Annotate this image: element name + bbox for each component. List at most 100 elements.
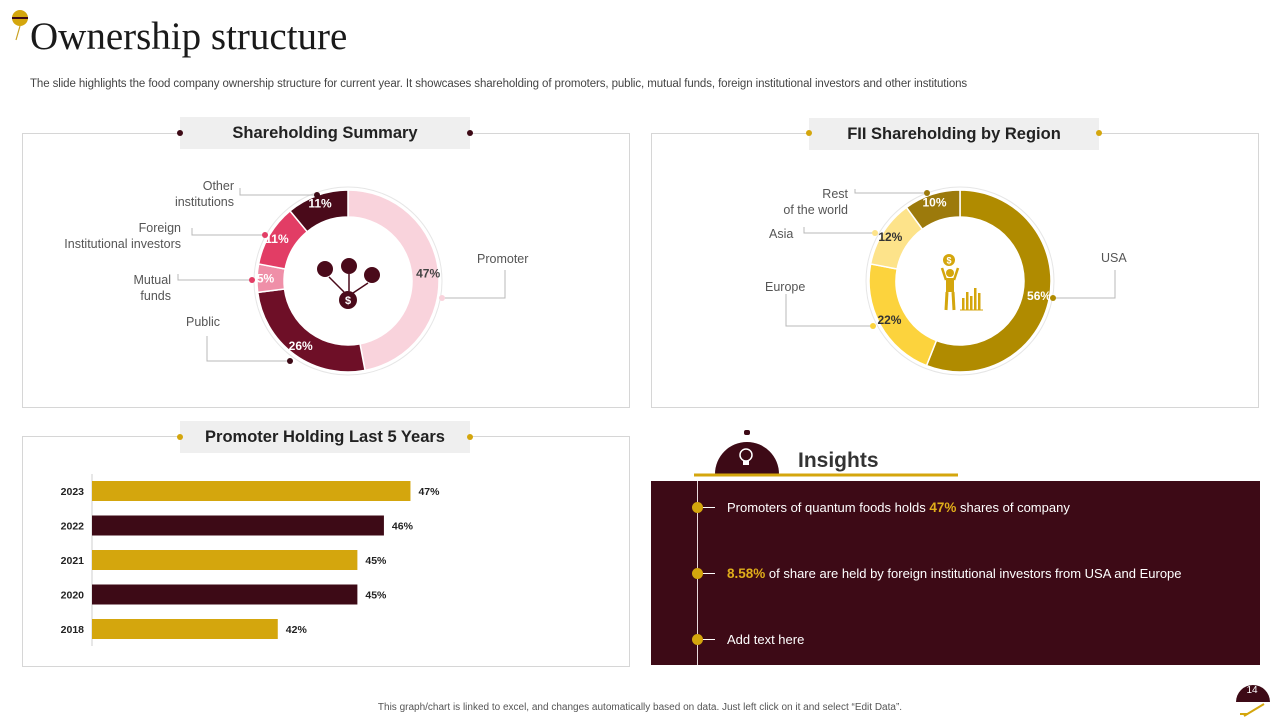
bar-2022 [92, 515, 384, 536]
shareholding-header: Shareholding Summary [180, 117, 470, 149]
logo-icon [12, 10, 28, 41]
bar-value-label: 42% [286, 624, 308, 636]
label-rest-line2: of the world [783, 203, 848, 217]
bar-2021 [92, 550, 358, 570]
bar-value-label: 46% [392, 521, 414, 533]
bar-year-label: 2022 [61, 521, 85, 533]
bar-2020 [92, 584, 358, 605]
promoter-bar-chart: 2023 47% 2022 46% 2021 45% 2020 45% 2018 42% [61, 474, 440, 646]
promoter-title: Promoter Holding Last 5 Years [180, 421, 470, 453]
label-fii-line1: Foreign [138, 221, 181, 235]
fii-slice-label: 22% [877, 313, 901, 327]
leader-dot-asia [872, 230, 878, 236]
shareholding-slice-promoter [347, 189, 440, 372]
shareholding-leader-lines [177, 188, 506, 362]
page-subtitle: The slide highlights the food company ow… [30, 78, 968, 90]
shareholding-donut-slices: 47% 26% 5% 11% 11% [253, 186, 443, 376]
label-rest-of-world: Rest of the world [760, 186, 848, 218]
insight-connector-3 [703, 639, 715, 640]
title-dot-left [177, 130, 183, 136]
label-mutual-funds: Mutual funds [100, 272, 171, 304]
cloche-icon [715, 442, 779, 474]
insight-bullet-3 [692, 634, 703, 645]
promoter-dot-left [177, 434, 183, 440]
shareholding-slice-label: 11% [265, 232, 289, 246]
investor-icon: $ [940, 254, 983, 311]
insights-box: Promoters of quantum foods holds 47% sha… [651, 481, 1260, 665]
bar-year-label: 2021 [61, 555, 85, 567]
promoter-bars: 2023 47% 2022 46% 2021 45% 2020 45% 2018 42% [61, 481, 440, 639]
bar-value-label: 47% [418, 486, 440, 498]
page-title: Ownership structure [30, 15, 348, 58]
label-asia: Asia [769, 227, 794, 241]
label-other-line2: institutions [174, 195, 234, 209]
footer-note: This graph/chart is linked to excel, and… [377, 702, 903, 713]
insight-connector-2 [703, 573, 715, 574]
fii-slice-usa [925, 189, 1052, 373]
label-europe: Europe [765, 280, 806, 294]
fii-title: FII Shareholding by Region [809, 118, 1099, 150]
fii-dot-left [806, 130, 812, 136]
insights-title: Insights [798, 449, 879, 472]
bar-2018 [92, 619, 278, 639]
shareholders-icon: $ [317, 258, 380, 309]
leader-dot-other [314, 192, 320, 198]
insight-1-post: shares of company [956, 500, 1070, 515]
fii-slice-label: 10% [922, 196, 946, 210]
insight-2-highlight: 8.58% [727, 566, 766, 581]
insights-header-graphic [694, 430, 958, 477]
svg-text:$: $ [946, 256, 951, 266]
fii-dot-right [1096, 130, 1102, 136]
page-number-badge [1236, 685, 1270, 717]
shareholding-slice-label: 11% [308, 196, 332, 210]
shareholding-title: Shareholding Summary [180, 117, 470, 149]
insight-2: 8.58% of share are held by foreign insti… [727, 566, 1182, 581]
promoter-dot-right [467, 434, 473, 440]
bar-value-label: 45% [365, 590, 387, 602]
label-public: Public [186, 315, 221, 329]
leader-dot-fii [262, 232, 268, 238]
shareholding-slice-label: 47% [416, 266, 440, 280]
insight-bullet-2 [692, 568, 703, 579]
leader-dot-rest [924, 190, 930, 196]
bar-year-label: 2020 [61, 590, 85, 602]
insight-2-post: of share are held by foreign institution… [765, 566, 1182, 581]
fii-outer-ring [865, 186, 1055, 376]
label-other-institutions: Other institutions [130, 178, 234, 210]
insight-1-pre: Promoters of quantum foods holds [727, 500, 930, 515]
fii-header: FII Shareholding by Region [809, 118, 1099, 150]
bar-value-label: 45% [365, 555, 387, 567]
shareholding-slice-other-institutions [288, 189, 349, 233]
insight-bullet-1 [692, 502, 703, 513]
insight-1-highlight: 47% [929, 500, 957, 515]
page-number: 14 [1246, 685, 1258, 696]
fii-slice-label: 56% [1027, 289, 1051, 303]
leader-dot-promoter [439, 295, 445, 301]
leader-dot-public [287, 358, 293, 364]
fii-slice-rest-of-the-world [905, 189, 961, 231]
shareholding-donut: 47% 26% 5% 11% 11% $ [177, 186, 506, 376]
bar-2023 [92, 481, 411, 501]
label-rest-line1: Rest [822, 187, 848, 201]
leader-dot-europe [870, 323, 876, 329]
label-mf-line1: Mutual [133, 273, 171, 287]
label-fii-line2: Institutional investors [64, 237, 181, 251]
label-mf-line2: funds [140, 289, 171, 303]
label-usa: USA [1101, 251, 1127, 265]
svg-text:$: $ [345, 295, 351, 307]
bar-year-label: 2023 [61, 486, 85, 498]
fii-donut: 56% 22% 12% 10% $ [785, 186, 1116, 376]
fii-center [908, 229, 1012, 333]
insight-3-pre: Add text here [727, 632, 805, 647]
promoter-header: Promoter Holding Last 5 Years [180, 421, 470, 453]
fii-slice-label: 12% [878, 230, 902, 244]
label-promoter: Promoter [477, 252, 529, 266]
shareholding-center [296, 229, 400, 333]
shareholding-slice-label: 26% [289, 339, 313, 353]
fii-donut-slices: 56% 22% 12% 10% [865, 186, 1055, 376]
leader-dot-mf [249, 277, 255, 283]
insight-connector-1 [703, 507, 715, 508]
shareholding-slice-label: 5% [257, 271, 275, 285]
label-fii: Foreign Institutional investors [40, 220, 181, 252]
title-dot-right [467, 130, 473, 136]
